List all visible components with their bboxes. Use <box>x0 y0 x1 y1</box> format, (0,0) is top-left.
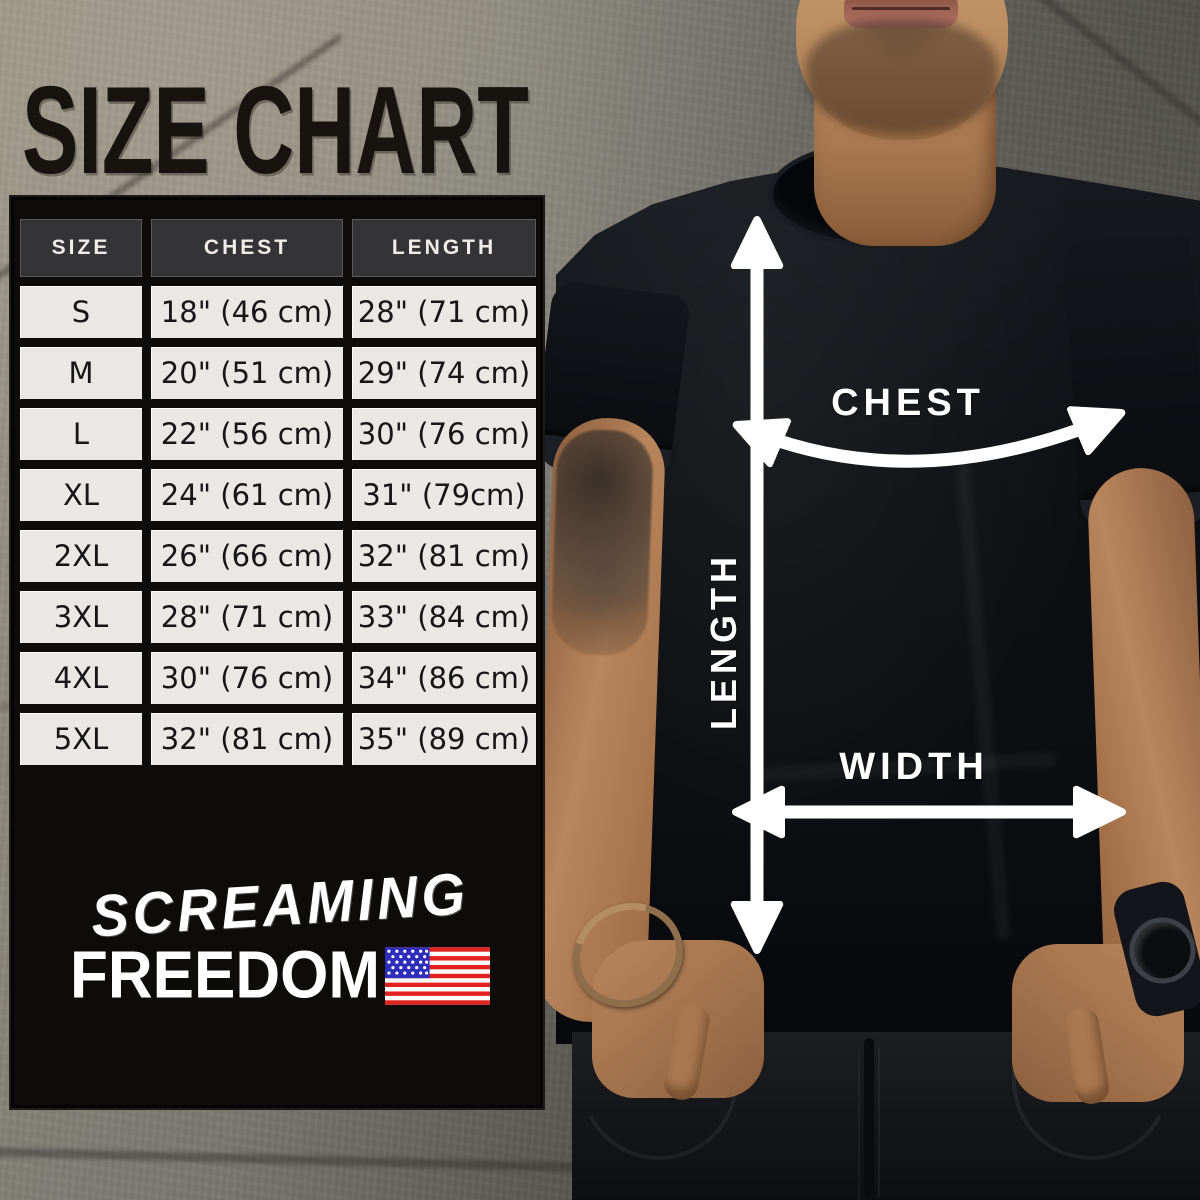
table-cell-length: 33" (84 cm) <box>352 591 536 643</box>
table-cell-size: 5XL <box>20 713 142 765</box>
us-flag-icon <box>385 946 490 1005</box>
arm-tattoo <box>550 428 655 657</box>
table-cell-length: 32" (81 cm) <box>352 530 536 582</box>
model-lips <box>844 0 958 28</box>
width-label: WIDTH <box>839 746 989 788</box>
table-cell-chest: 30" (76 cm) <box>151 652 343 704</box>
table-cell-chest: 32" (81 cm) <box>151 713 343 765</box>
table-cell-chest: 20" (51 cm) <box>151 347 343 399</box>
model-stubble <box>806 20 998 134</box>
table-cell-length: 31" (79cm) <box>352 469 536 521</box>
length-label: LENGTH <box>703 552 744 730</box>
table-cell-chest: 26" (66 cm) <box>151 530 343 582</box>
table-cell-length: 30" (76 cm) <box>352 408 536 460</box>
jeans-fly <box>864 1038 874 1196</box>
table-cell-size: 3XL <box>20 591 142 643</box>
table-cell-chest: 22" (56 cm) <box>151 408 343 460</box>
table-cell-chest: 24" (61 cm) <box>151 469 343 521</box>
chest-label: CHEST <box>831 382 985 424</box>
finger <box>1062 1005 1112 1107</box>
table-cell-size: M <box>20 347 142 399</box>
table-cell-length: 35" (89 cm) <box>352 713 536 765</box>
table-cell-chest: 18" (46 cm) <box>151 286 343 338</box>
table-cell-length: 34" (86 cm) <box>352 652 536 704</box>
brand-logo: SCREAMING FREEDOM <box>70 860 490 1013</box>
table-cell-length: 28" (71 cm) <box>352 286 536 338</box>
model-right-hand <box>592 940 764 1103</box>
col-header-length: LENGTH <box>352 219 536 277</box>
table-cell-size: S <box>20 286 142 338</box>
watch-face <box>1122 910 1200 991</box>
table-cell-size: L <box>20 408 142 460</box>
finger <box>661 1001 713 1103</box>
shirt-fold <box>955 460 1011 940</box>
table-cell-size: XL <box>20 469 142 521</box>
col-header-size: SIZE <box>20 219 142 277</box>
page-title: SIZE CHART <box>22 61 529 201</box>
size-chart-panel: SIZE CHEST LENGTH S 18" (46 cm) 28" (71 … <box>11 197 543 1108</box>
model-face <box>796 0 1008 140</box>
brand-word-freedom: FREEDOM <box>70 938 380 1013</box>
table-cell-chest: 28" (71 cm) <box>151 591 343 643</box>
col-header-chest: CHEST <box>151 219 343 277</box>
table-cell-size: 4XL <box>20 652 142 704</box>
table-cell-length: 29" (74 cm) <box>352 347 536 399</box>
size-table: SIZE CHEST LENGTH S 18" (46 cm) 28" (71 … <box>14 200 540 765</box>
table-cell-size: 2XL <box>20 530 142 582</box>
